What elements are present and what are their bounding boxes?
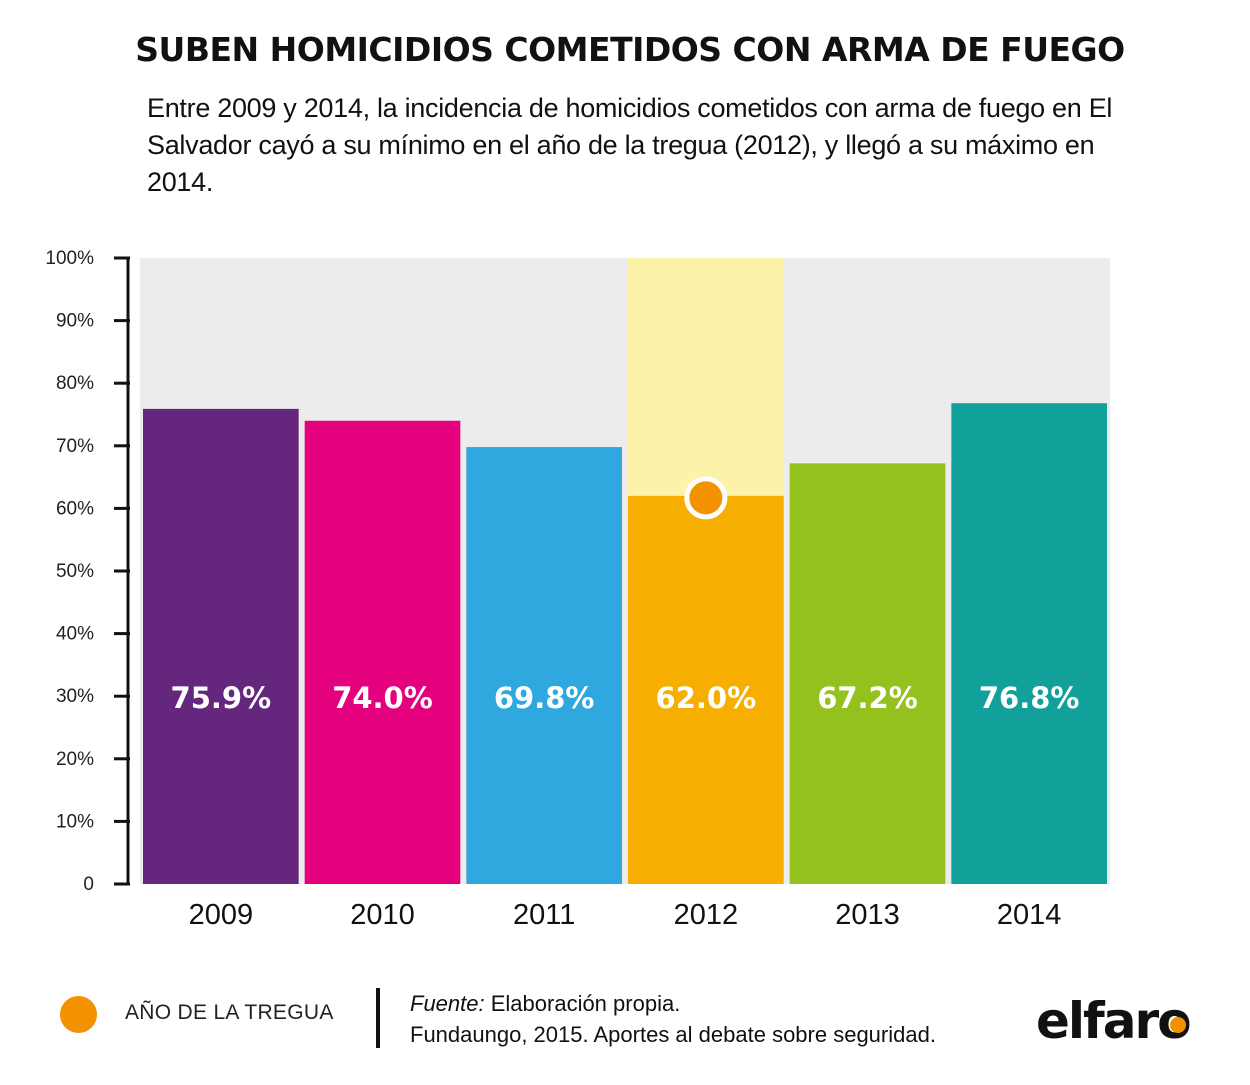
y-tick-label: 30% <box>56 686 94 707</box>
y-tick-label: 100% <box>45 248 94 269</box>
y-tick-label: 20% <box>56 749 94 770</box>
elfaro-logo: elfaro <box>1036 992 1192 1050</box>
data-label-2012: 62.0% <box>656 681 757 715</box>
y-tick-label: 40% <box>56 624 94 645</box>
data-label-2014: 76.8% <box>979 681 1080 715</box>
bar-2011 <box>466 447 622 884</box>
bar-2009 <box>143 408 299 884</box>
plot-background <box>140 258 1110 884</box>
y-tick-label: 10% <box>56 811 94 832</box>
data-label-2013: 67.2% <box>817 681 918 715</box>
data-label-2009: 75.9% <box>171 681 272 715</box>
source-note: Fuente: Elaboración propia. Fundaungo, 2… <box>410 988 936 1050</box>
legend-label: AÑO DE LA TREGUA <box>125 1001 334 1024</box>
bar-2012 <box>628 495 784 884</box>
source-label: Fuente: <box>410 991 485 1016</box>
tregua-marker-icon <box>684 476 728 520</box>
divider <box>376 988 380 1048</box>
data-label-2011: 69.8% <box>494 681 595 715</box>
x-tick-label-2009: 2009 <box>189 899 254 931</box>
y-tick-label: 70% <box>56 436 94 457</box>
data-label-2010: 74.0% <box>332 681 433 715</box>
source-line-1: Elaboración propia. <box>490 991 681 1016</box>
x-tick-label-2012: 2012 <box>674 899 739 931</box>
source-line-2: Fundaungo, 2015. Aportes al debate sobre… <box>410 1022 936 1047</box>
chart-subtitle: Entre 2009 y 2014, la incidencia de homi… <box>147 93 1113 197</box>
y-tick-label: 90% <box>56 311 94 332</box>
y-tick-label: 0 <box>83 874 94 895</box>
bar-2010 <box>304 420 461 884</box>
x-tick-label-2014: 2014 <box>997 899 1062 931</box>
bar-2014 <box>951 403 1107 884</box>
legend-marker-icon <box>60 996 97 1033</box>
y-tick-label: 80% <box>56 373 94 394</box>
bar-2013 <box>789 463 946 884</box>
x-tick-label-2013: 2013 <box>835 899 900 931</box>
chart-title: SUBEN HOMICIDIOS COMETIDOS CON ARMA DE F… <box>135 30 1125 69</box>
x-tick-label-2010: 2010 <box>350 899 415 931</box>
x-tick-label-2011: 2011 <box>513 899 575 931</box>
y-tick-label: 60% <box>56 498 94 519</box>
logo-dot-icon <box>1170 1017 1186 1033</box>
y-tick-label: 50% <box>56 561 94 582</box>
